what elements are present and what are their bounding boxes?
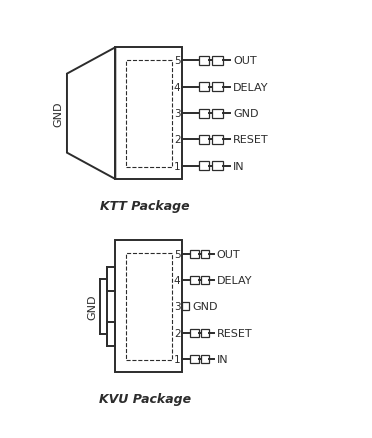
Text: 4: 4 xyxy=(174,276,180,285)
Text: 5: 5 xyxy=(174,57,180,66)
Bar xyxy=(190,250,199,258)
Text: OUT: OUT xyxy=(233,57,257,66)
Text: KVU Package: KVU Package xyxy=(99,392,191,405)
Bar xyxy=(190,355,199,363)
Bar xyxy=(201,276,209,284)
Bar xyxy=(182,303,189,311)
Text: GND: GND xyxy=(233,109,259,119)
Bar xyxy=(199,110,209,118)
Bar xyxy=(212,83,223,92)
Text: RESET: RESET xyxy=(233,135,269,145)
Bar xyxy=(199,83,209,92)
Bar xyxy=(212,57,223,66)
Bar xyxy=(212,162,223,171)
Text: 4: 4 xyxy=(174,83,180,92)
Text: 1: 1 xyxy=(174,354,180,364)
Bar xyxy=(199,136,209,145)
Bar xyxy=(115,48,182,180)
Bar xyxy=(201,355,209,363)
Text: DELAY: DELAY xyxy=(233,83,269,92)
Text: IN: IN xyxy=(233,162,245,171)
Text: GND: GND xyxy=(87,294,97,319)
Bar xyxy=(115,241,182,372)
Bar xyxy=(199,57,209,66)
Bar xyxy=(190,329,199,337)
Text: DELAY: DELAY xyxy=(217,276,252,285)
Text: GND: GND xyxy=(192,302,218,311)
Bar xyxy=(212,110,223,118)
Text: 2: 2 xyxy=(174,135,180,145)
Bar xyxy=(212,136,223,145)
Text: RESET: RESET xyxy=(217,328,252,338)
Text: GND: GND xyxy=(54,101,64,127)
Bar xyxy=(201,250,209,258)
Text: IN: IN xyxy=(217,354,228,364)
Text: 3: 3 xyxy=(174,302,180,311)
Bar xyxy=(190,276,199,284)
Text: 5: 5 xyxy=(174,249,180,259)
Bar xyxy=(199,162,209,171)
Bar xyxy=(107,267,115,291)
Bar xyxy=(126,60,172,167)
Text: 2: 2 xyxy=(174,328,180,338)
Text: 3: 3 xyxy=(174,109,180,119)
Bar xyxy=(126,253,172,360)
Text: 1: 1 xyxy=(174,162,180,171)
Text: KTT Package: KTT Package xyxy=(100,199,190,212)
Bar xyxy=(107,322,115,346)
Text: OUT: OUT xyxy=(217,249,240,259)
Bar xyxy=(201,329,209,337)
